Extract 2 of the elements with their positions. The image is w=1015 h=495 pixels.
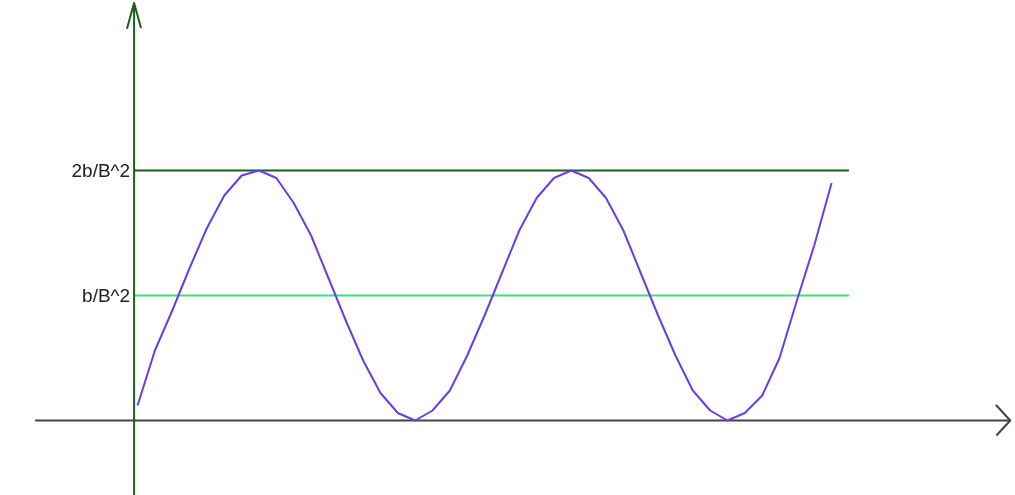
ref-line-label: 2b/B^2 — [71, 160, 131, 181]
ref-line-label: b/B^2 — [82, 285, 131, 306]
